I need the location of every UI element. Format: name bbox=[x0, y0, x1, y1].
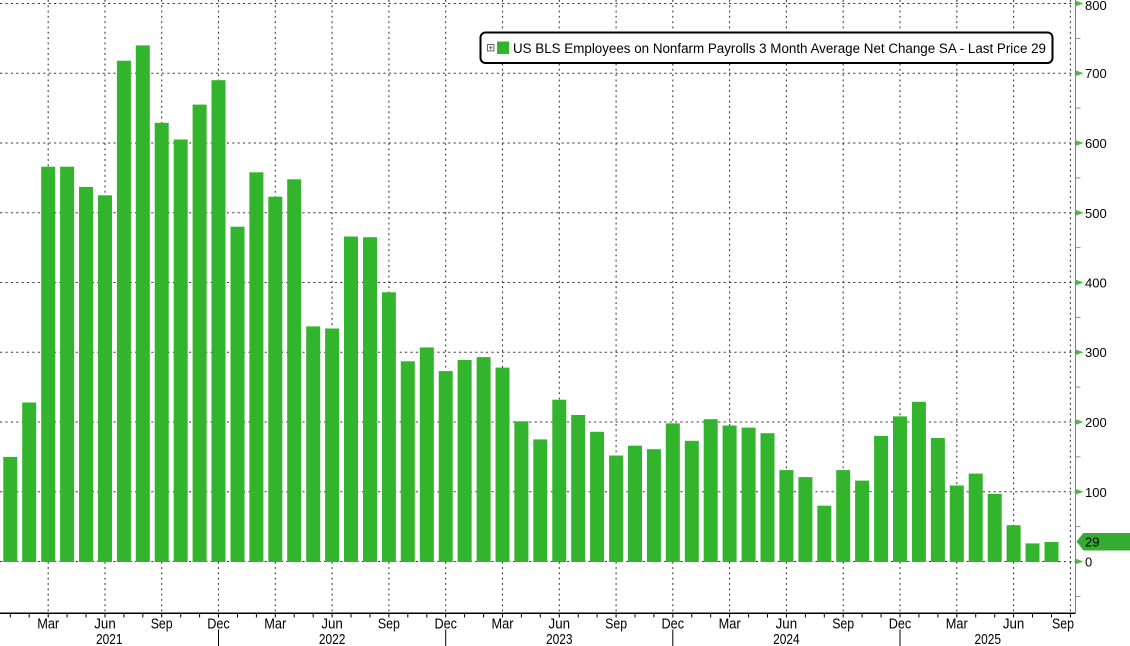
svg-text:300: 300 bbox=[1085, 345, 1107, 360]
svg-text:2022: 2022 bbox=[319, 631, 346, 646]
svg-text:Sep: Sep bbox=[378, 616, 400, 633]
svg-text:Jun: Jun bbox=[1003, 616, 1025, 633]
svg-text:2023: 2023 bbox=[546, 631, 573, 646]
svg-text:2024: 2024 bbox=[773, 631, 800, 646]
svg-text:200: 200 bbox=[1085, 415, 1107, 430]
svg-text:29: 29 bbox=[1085, 535, 1099, 550]
svg-text:Dec: Dec bbox=[889, 616, 912, 633]
svg-text:Dec: Dec bbox=[207, 616, 230, 633]
svg-text:0: 0 bbox=[1085, 555, 1092, 570]
svg-text:600: 600 bbox=[1085, 136, 1107, 151]
svg-text:500: 500 bbox=[1085, 206, 1107, 221]
svg-text:Sep: Sep bbox=[832, 616, 854, 633]
svg-text:Dec: Dec bbox=[662, 616, 685, 633]
svg-text:Mar: Mar bbox=[492, 616, 514, 633]
svg-text:Mar: Mar bbox=[946, 616, 968, 633]
svg-text:Jun: Jun bbox=[321, 616, 343, 633]
svg-text:100: 100 bbox=[1085, 485, 1107, 500]
svg-text:US BLS Employees on Nonfarm Pa: US BLS Employees on Nonfarm Payrolls 3 M… bbox=[513, 41, 1046, 57]
svg-text:Jun: Jun bbox=[94, 616, 116, 633]
svg-text:Mar: Mar bbox=[264, 616, 286, 633]
svg-text:400: 400 bbox=[1085, 276, 1107, 291]
svg-text:Mar: Mar bbox=[719, 616, 741, 633]
svg-text:800: 800 bbox=[1085, 0, 1107, 13]
svg-text:Mar: Mar bbox=[37, 616, 59, 633]
svg-text:Sep: Sep bbox=[151, 616, 173, 633]
svg-text:700: 700 bbox=[1085, 66, 1107, 81]
svg-text:Dec: Dec bbox=[434, 616, 457, 633]
svg-text:Jun: Jun bbox=[549, 616, 571, 633]
svg-text:Sep: Sep bbox=[605, 616, 627, 633]
svg-text:Jun: Jun bbox=[776, 616, 798, 633]
svg-text:2025: 2025 bbox=[975, 631, 1002, 646]
svg-text:Sep: Sep bbox=[1052, 616, 1074, 633]
svg-text:2021: 2021 bbox=[96, 631, 123, 646]
